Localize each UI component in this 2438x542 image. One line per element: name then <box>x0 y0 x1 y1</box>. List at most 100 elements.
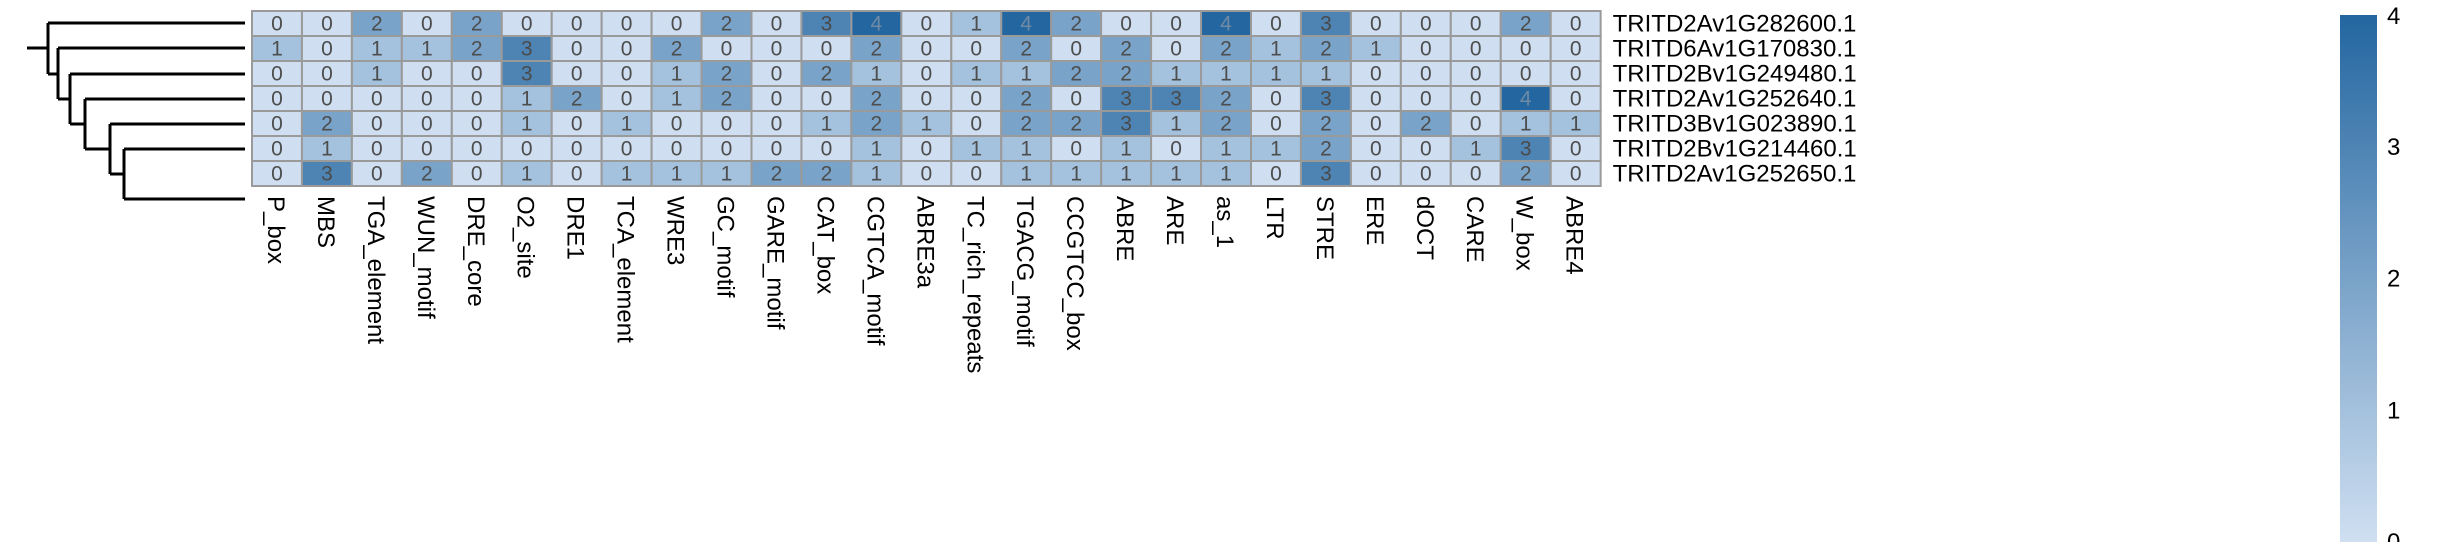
heatmap-cell <box>1150 10 1203 37</box>
heatmap-cell-value: 0 <box>1370 13 1382 36</box>
column-label: DRE1 <box>562 196 589 260</box>
heatmap-cell-value: 1 <box>970 138 982 161</box>
heatmap-cell-value: 2 <box>1320 138 1332 161</box>
heatmap-cell <box>450 60 503 87</box>
heatmap-cell-value: 0 <box>1270 163 1282 186</box>
column-label: ABRE4 <box>1561 196 1588 275</box>
heatmap-cell-value: 0 <box>1370 113 1382 136</box>
heatmap-cell-value: 0 <box>571 138 583 161</box>
heatmap-cell <box>700 60 753 87</box>
row-labels: TRITD2Av1G282600.1TRITD6Av1G170830.1TRIT… <box>1613 11 1857 188</box>
heatmap-cell-value: 0 <box>1470 38 1482 61</box>
color-scale-tick-label: 0 <box>2387 529 2400 542</box>
heatmap-cell <box>1499 160 1552 187</box>
heatmap-cell-value: 0 <box>970 163 982 186</box>
column-label: ERE <box>1361 196 1388 245</box>
heatmap-cell-value: 2 <box>1120 63 1132 86</box>
heatmap-cell-value: 1 <box>1320 63 1332 86</box>
heatmap-cell <box>1549 35 1602 62</box>
heatmap-cell <box>900 110 953 137</box>
heatmap-cell-value: 0 <box>1470 13 1482 36</box>
heatmap-cell-value: 1 <box>871 163 883 186</box>
heatmap-cell-value: 0 <box>1170 138 1182 161</box>
heatmap-cell-value: 0 <box>521 138 533 161</box>
heatmap-cell-value: 2 <box>321 113 333 136</box>
heatmap-cell-value: 0 <box>321 13 333 36</box>
color-scale-tick-label: 2 <box>2387 266 2400 293</box>
heatmap-cell-value: 0 <box>271 13 283 36</box>
heatmap-cell-value: 0 <box>970 113 982 136</box>
heatmap-cell-value: 0 <box>1570 38 1582 61</box>
heatmap-cell-value: 2 <box>471 38 483 61</box>
column-labels: P_box MBS TGA_element WUN_motif DRE_core O2_s… <box>262 196 1588 373</box>
heatmap-cell-value: 0 <box>321 88 333 111</box>
heatmap-cell-value: 0 <box>771 63 783 86</box>
row-label: TRITD2Av1G252650.1 <box>1613 161 1857 188</box>
column-label: as_1 <box>1211 196 1238 248</box>
heatmap-cell-value: 1 <box>1020 63 1032 86</box>
heatmap-cell <box>850 135 903 162</box>
column-label: ABRE3a <box>911 196 938 289</box>
heatmap-cell <box>1150 35 1203 62</box>
heatmap-cell-value: 0 <box>571 13 583 36</box>
heatmap-cell-value: 1 <box>1270 138 1282 161</box>
heatmap-cell-value: 0 <box>721 138 733 161</box>
heatmap-cell-value: 0 <box>621 138 633 161</box>
heatmap-cell-value: 0 <box>371 113 383 136</box>
color-scale-bar <box>2340 15 2377 542</box>
heatmap-cell-value: 0 <box>1520 38 1532 61</box>
heatmap-cell <box>1050 85 1103 112</box>
heatmap-cell-value: 1 <box>271 38 283 61</box>
heatmap-cell-value: 3 <box>1520 138 1532 161</box>
heatmap-cell-value: 1 <box>970 63 982 86</box>
heatmap-cell-value: 0 <box>471 138 483 161</box>
heatmap-cell <box>1349 110 1402 137</box>
heatmap-cell-value: 0 <box>271 113 283 136</box>
heatmap-cell-value: 1 <box>1220 63 1232 86</box>
heatmap-cell-value: 0 <box>1570 138 1582 161</box>
heatmap-cell-value: 0 <box>1370 88 1382 111</box>
heatmap-cell-value: 0 <box>771 88 783 111</box>
heatmap-cell-value: 1 <box>371 38 383 61</box>
heatmap-cell-value: 1 <box>1120 138 1132 161</box>
heatmap-cell-value: 0 <box>671 113 683 136</box>
column-label: MBS <box>312 196 339 248</box>
heatmap-cell-value: 3 <box>521 63 533 86</box>
heatmap-cell-value: 0 <box>621 63 633 86</box>
row-dendrogram <box>27 21 245 201</box>
heatmap-cell-value: 0 <box>271 63 283 86</box>
heatmap-cell-value: 2 <box>771 163 783 186</box>
heatmap-cell-value: 1 <box>1570 113 1582 136</box>
heatmap-cell <box>550 60 603 87</box>
heatmap-cell <box>900 60 953 87</box>
heatmap-cell-value: 0 <box>1420 38 1432 61</box>
heatmap-cell-value: 1 <box>1020 163 1032 186</box>
heatmap-cell-value: 0 <box>1570 13 1582 36</box>
heatmap-cell-value: 0 <box>1570 163 1582 186</box>
column-label: TGA_element <box>362 196 389 344</box>
heatmap-cell <box>600 110 653 137</box>
heatmap-cell-value: 0 <box>1070 88 1082 111</box>
heatmap-cell-value: 0 <box>721 113 733 136</box>
heatmap-cell <box>750 160 803 187</box>
heatmap-cell-value: 0 <box>1370 163 1382 186</box>
row-label: TRITD2Bv1G214460.1 <box>1613 136 1857 163</box>
heatmap-cell-value: 0 <box>1270 13 1282 36</box>
heatmap-cell-value: 2 <box>571 88 583 111</box>
heatmap-cell-value: 0 <box>1420 63 1432 86</box>
heatmap-cell-value: 1 <box>1370 38 1382 61</box>
row-label: TRITD2Bv1G249480.1 <box>1613 61 1857 88</box>
row-label: TRITD3Bv1G023890.1 <box>1613 111 1857 138</box>
heatmap-cell-value: 0 <box>771 38 783 61</box>
heatmap-cell-value: 0 <box>421 138 433 161</box>
column-label: CGTCA_motif <box>861 196 888 346</box>
heatmap-cell-value: 0 <box>321 38 333 61</box>
heatmap-cell-value: 2 <box>1020 88 1032 111</box>
heatmap-cell-value: 1 <box>1170 163 1182 186</box>
heatmap-cell-value: 0 <box>271 88 283 111</box>
heatmap-cell <box>900 135 953 162</box>
heatmap-cell-value: 3 <box>1320 13 1332 36</box>
heatmap-cell-value: 3 <box>321 163 333 186</box>
heatmap-cell-value: 0 <box>1470 88 1482 111</box>
